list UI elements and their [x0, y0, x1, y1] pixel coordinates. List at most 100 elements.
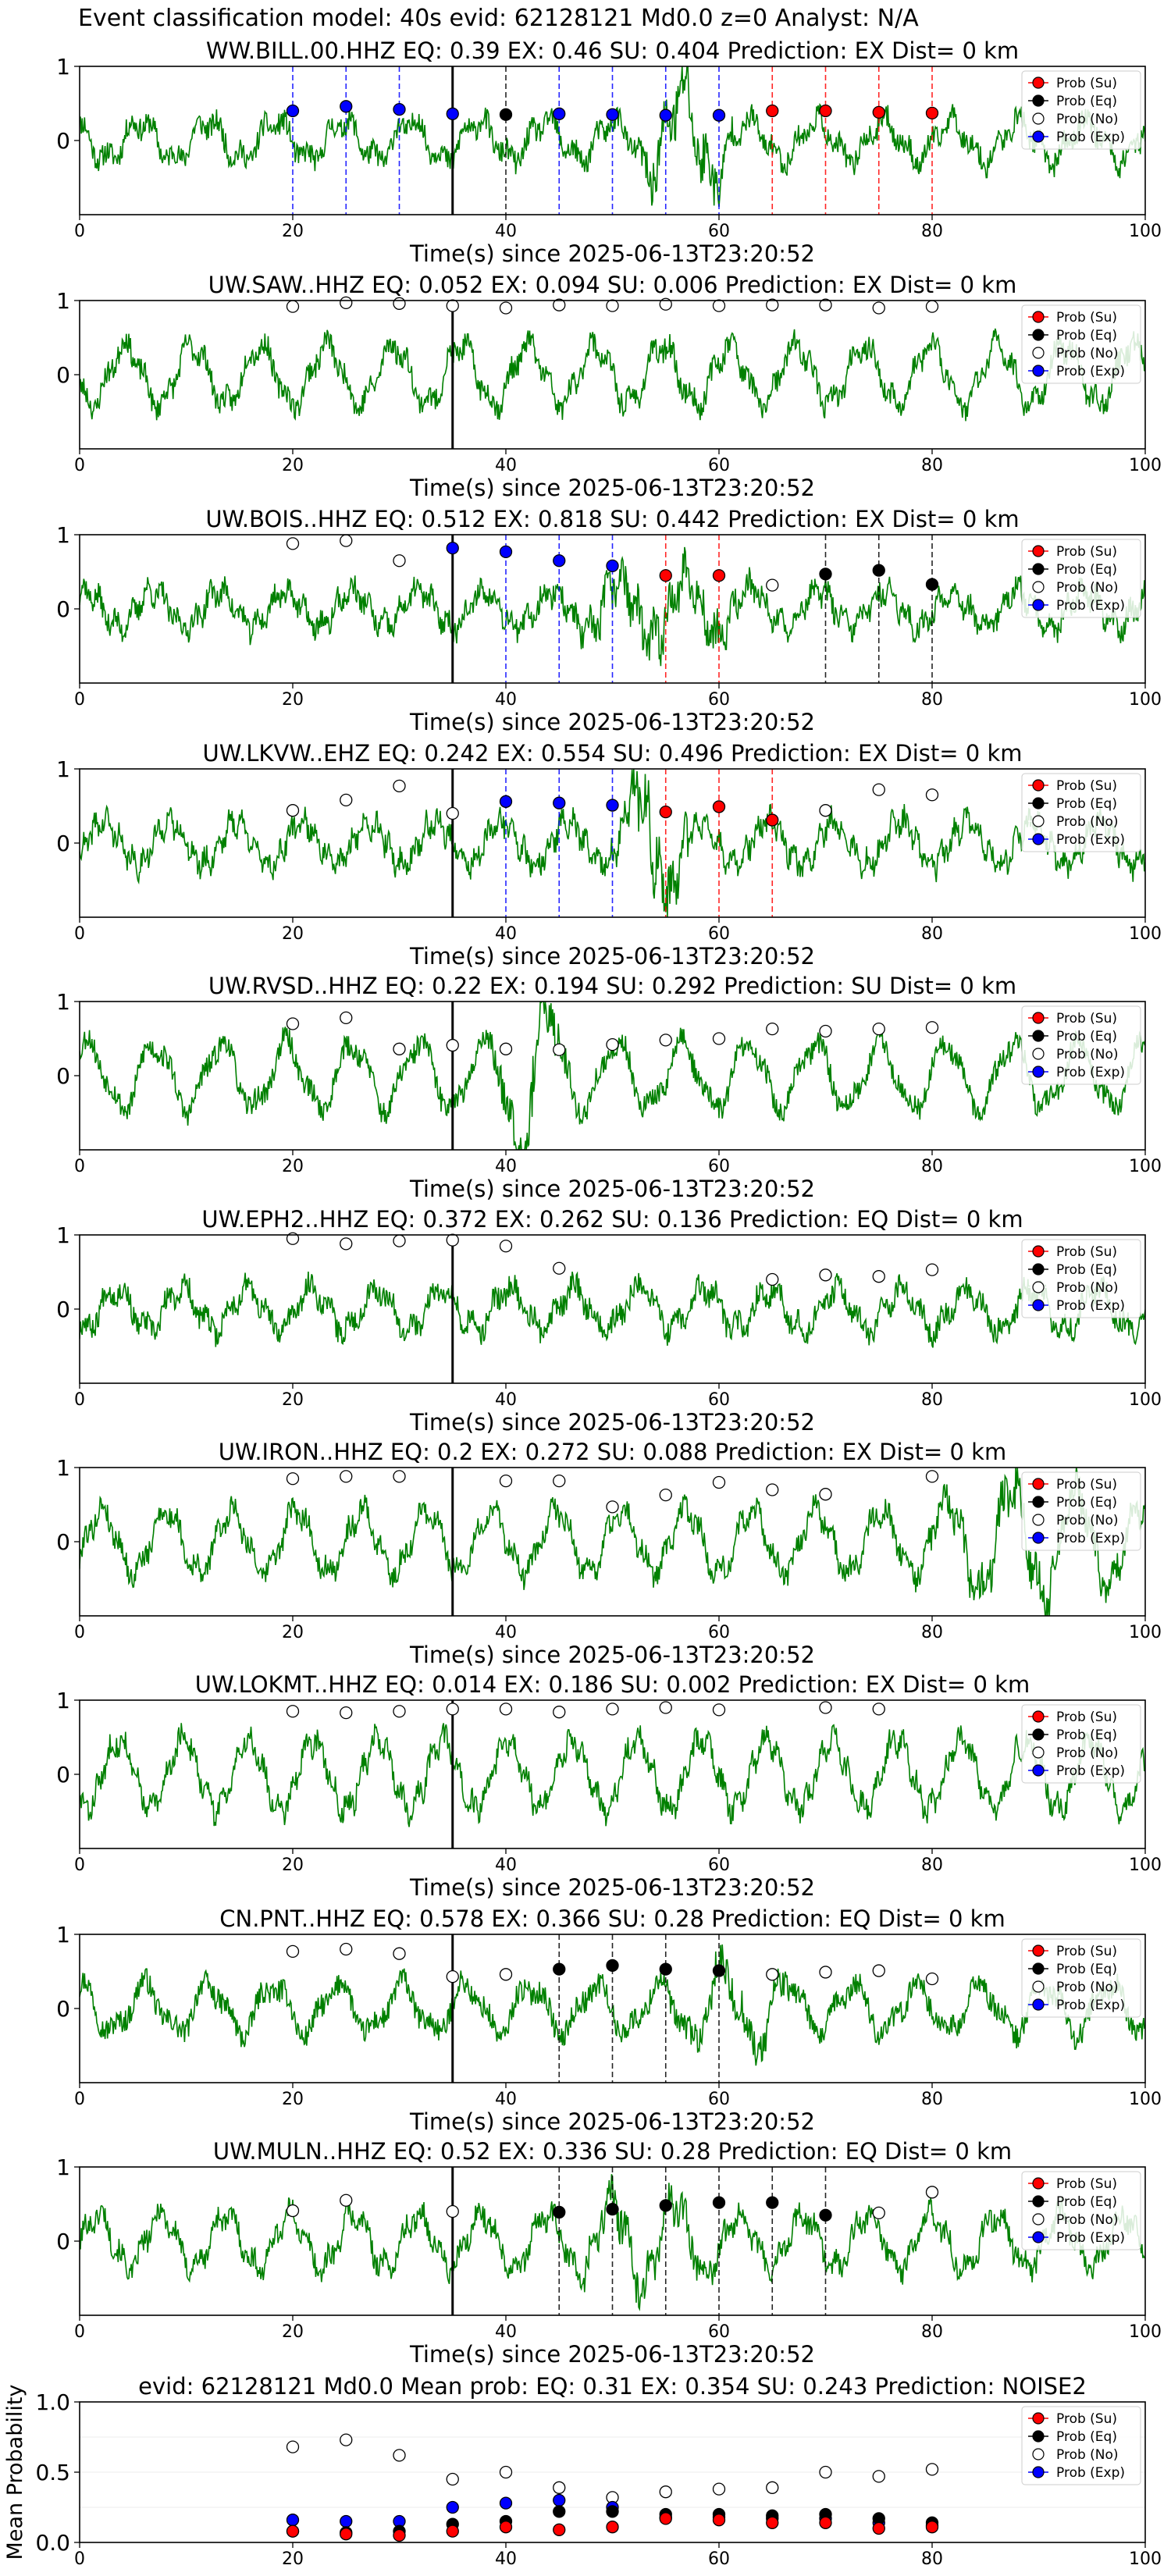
legend-marker-su [1032, 1710, 1045, 1723]
prob-exp-point [606, 559, 619, 573]
legend-label: Prob (Eq) [1056, 796, 1117, 812]
x-tick-label: 60 [708, 456, 730, 475]
x-tick-label: 40 [495, 222, 517, 241]
prob-eq-point [925, 578, 939, 591]
x-tick-label: 40 [495, 1390, 517, 1410]
prob-exp-point [712, 109, 726, 122]
prob-no-point [340, 793, 353, 807]
prob-no-point [499, 2465, 513, 2479]
prob-exp-point [499, 2496, 513, 2510]
prob-su-point [819, 104, 832, 118]
prob-no-point [446, 1703, 459, 1716]
x-tick-label: 0 [74, 1157, 85, 1176]
legend-marker-su [1032, 1245, 1045, 1258]
prob-exp-point [446, 2500, 459, 2514]
legend-marker-eq [1032, 329, 1045, 341]
prob-no-point [393, 779, 406, 792]
x-tick-label: 20 [282, 2549, 304, 2569]
panel-3: UW.BOIS..HHZ EQ: 0.512 EX: 0.818 SU: 0.4… [56, 506, 1162, 735]
legend-label: Prob (No) [1056, 1047, 1119, 1062]
prob-no-point [659, 1489, 672, 1502]
x-tick-label: 100 [1129, 690, 1162, 710]
legend-label: Prob (Exp) [1056, 364, 1125, 379]
y-tick-label: 1 [56, 1688, 70, 1713]
legend-marker-no [1032, 1048, 1045, 1060]
x-tick-label: 60 [708, 924, 730, 944]
panel-6: UW.EPH2..HHZ EQ: 0.372 EX: 0.262 SU: 0.1… [56, 1206, 1162, 1436]
prob-exp-point [553, 2493, 566, 2507]
y-axis-label: Mean Probability [3, 2385, 27, 2560]
prob-no-point [925, 300, 939, 313]
x-tick-label: 20 [282, 222, 304, 241]
prob-no-point [766, 2481, 779, 2494]
prob-no-point [286, 2440, 300, 2453]
legend-label: Prob (No) [1056, 1980, 1119, 1995]
prob-no-point [712, 1032, 726, 1045]
x-tick-label: 100 [1129, 222, 1162, 241]
prob-no-point [553, 1043, 566, 1056]
prob-no-point [712, 1703, 726, 1717]
y-tick-label: 0.0 [35, 2530, 70, 2556]
prob-no-point [499, 1474, 513, 1488]
legend-label: Prob (No) [1056, 1745, 1119, 1761]
seismogram-trace [80, 328, 1145, 422]
x-tick-label: 100 [1129, 2322, 1162, 2342]
prob-no-point [766, 1483, 779, 1496]
legend-box [1021, 1471, 1141, 1551]
prob-no-point [393, 1947, 406, 1960]
prob-no-point [499, 1968, 513, 1981]
legend-marker-su [1032, 2177, 1045, 2190]
prob-no-point [819, 1966, 832, 1979]
prob-no-point [553, 298, 566, 311]
legend-label: Prob (No) [1056, 580, 1119, 596]
x-tick-label: 20 [282, 1157, 304, 1176]
x-tick-label: 40 [495, 456, 517, 475]
x-axis-label: Time(s) since 2025-06-13T23:20:52 [409, 1874, 815, 1901]
legend-marker-su [1032, 1012, 1045, 1024]
panel-10: UW.MULN..HHZ EQ: 0.52 EX: 0.336 SU: 0.28… [56, 2138, 1162, 2368]
panel-title: UW.LKVW..EHZ EQ: 0.242 EX: 0.554 SU: 0.4… [202, 740, 1022, 767]
prob-no-point [286, 1017, 300, 1030]
prob-eq-point [872, 564, 885, 577]
x-tick-label: 0 [74, 690, 85, 710]
figure-title: Event classification model: 40s evid: 62… [78, 5, 919, 32]
legend-marker-su [1032, 311, 1045, 323]
y-tick-label: 0 [56, 362, 70, 388]
prob-no-point [340, 296, 353, 310]
prob-no-point [872, 1964, 885, 1977]
prob-no-point [340, 2194, 353, 2207]
x-tick-label: 40 [495, 2322, 517, 2342]
x-tick-label: 40 [495, 1856, 517, 1875]
y-tick-label: 1 [56, 1455, 70, 1481]
legend-marker-exp [1032, 1998, 1045, 2011]
prob-eq-point [553, 2505, 566, 2518]
prob-no-point [446, 806, 459, 820]
legend-label: Prob (Exp) [1056, 1998, 1125, 2013]
prob-su-point [499, 2521, 513, 2534]
prob-exp-point [340, 2514, 353, 2528]
legend-marker-su [1032, 1944, 1045, 1957]
y-tick-label: 1 [56, 288, 70, 314]
y-tick-label: 0.5 [35, 2460, 70, 2485]
prob-no-point [925, 2186, 939, 2199]
legend-label: Prob (No) [1056, 112, 1119, 127]
legend-marker-exp [1032, 2466, 1045, 2478]
legend-label: Prob (Exp) [1056, 598, 1125, 614]
prob-eq-point [659, 1962, 672, 1976]
x-tick-label: 80 [921, 2090, 943, 2109]
legend-label: Prob (Exp) [1056, 1298, 1125, 1314]
prob-no-point [819, 2465, 832, 2479]
seismogram-trace [80, 1002, 1145, 1150]
y-tick-label: 1 [56, 1222, 70, 1248]
legend-box [1021, 1704, 1141, 1784]
x-tick-label: 60 [708, 2322, 730, 2342]
legend-marker-eq [1032, 1728, 1045, 1741]
prob-su-point [340, 2528, 353, 2541]
x-tick-label: 0 [74, 456, 85, 475]
prob-no-point [446, 1233, 459, 1247]
prob-eq-point [712, 2196, 726, 2209]
prob-no-point [925, 1263, 939, 1276]
legend-marker-exp [1032, 1299, 1045, 1311]
prob-no-point [606, 1037, 619, 1051]
